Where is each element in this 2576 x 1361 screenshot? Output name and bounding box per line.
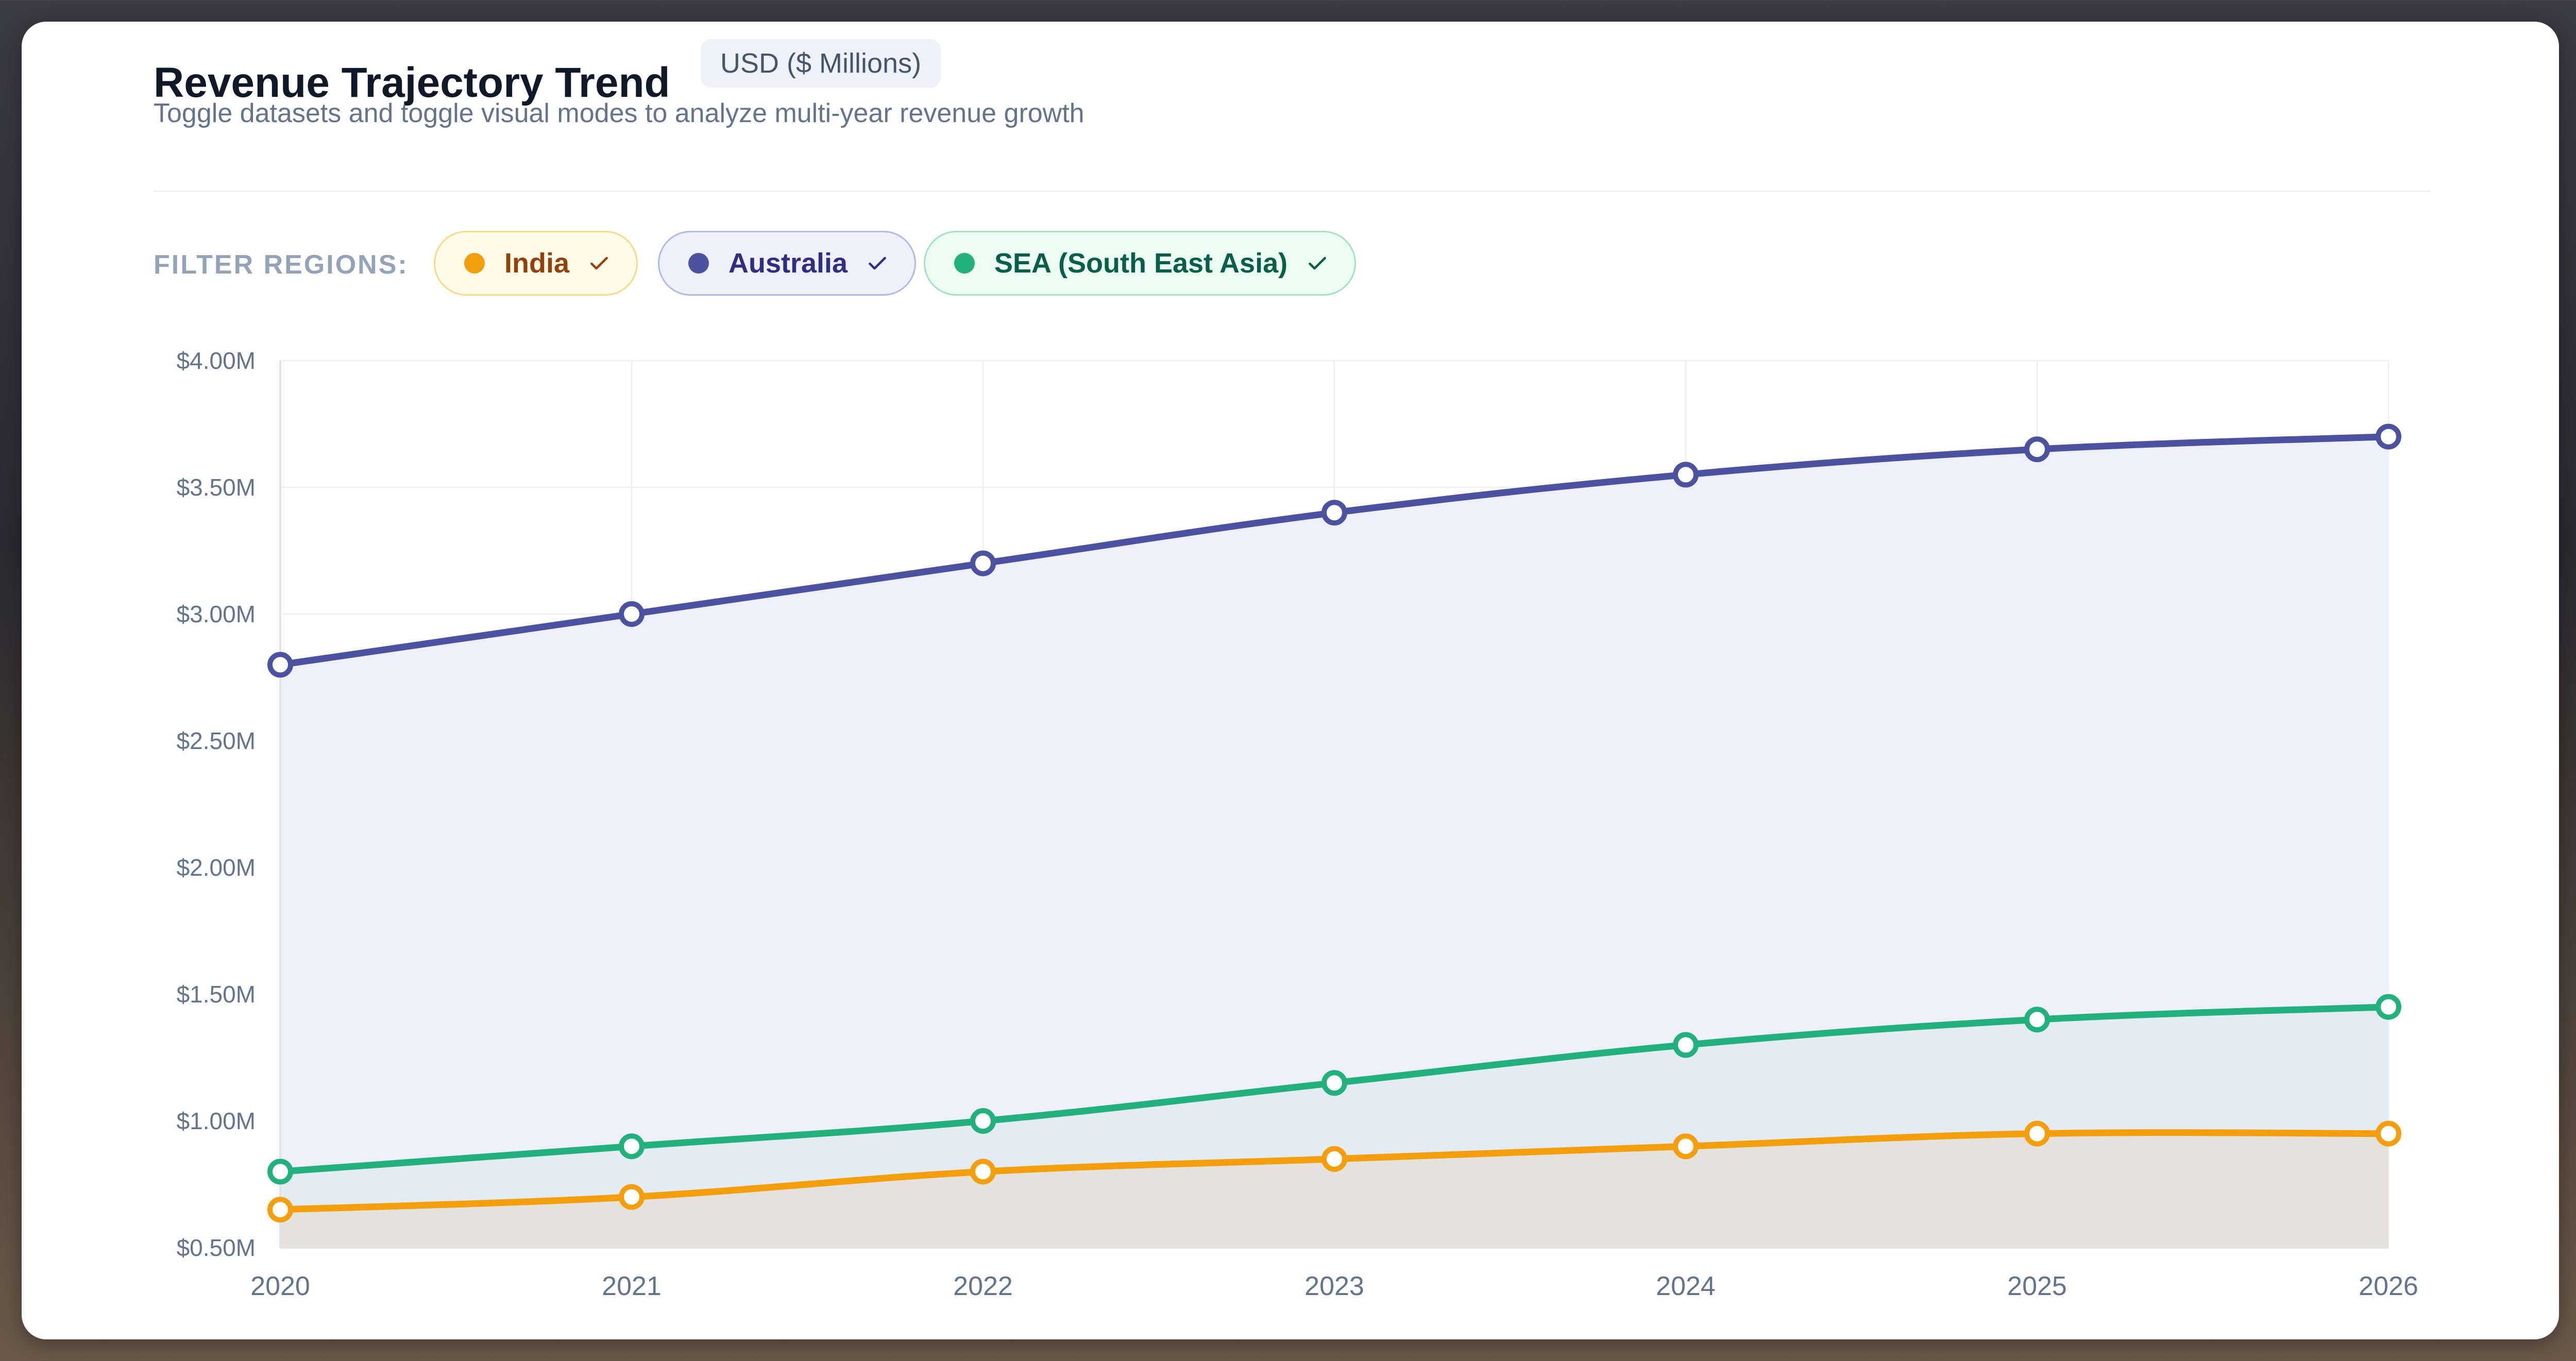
revenue-line-chart: $0.50M $1.00M $1.50M $2.00M $2.50M $3.00M $3.5… bbox=[177, 347, 2418, 1301]
point-india-2023 bbox=[1321, 1146, 1347, 1172]
x-tick-label: 2023 bbox=[1304, 1271, 1364, 1301]
page-subtitle: Toggle datasets and toggle visual modes … bbox=[154, 98, 1084, 128]
x-tick-label: 2025 bbox=[2007, 1271, 2067, 1301]
filter-chip-australia[interactable]: Australia bbox=[658, 231, 917, 296]
point-sea-2020 bbox=[267, 1159, 293, 1185]
point-sea-2021 bbox=[619, 1133, 645, 1160]
point-sea-2025 bbox=[2024, 1007, 2050, 1033]
point-india-2024 bbox=[1673, 1133, 1699, 1160]
filter-chip-india[interactable]: India bbox=[434, 231, 638, 296]
x-tick-label: 2021 bbox=[602, 1271, 662, 1301]
y-tick-label: $3.50M bbox=[177, 474, 256, 501]
australia-dot-icon bbox=[688, 253, 709, 274]
filter-chip-label: Australia bbox=[728, 248, 848, 279]
point-australia-2026 bbox=[2376, 423, 2401, 450]
point-australia-2020 bbox=[267, 652, 293, 678]
y-tick-label: $1.00M bbox=[177, 1108, 256, 1134]
point-australia-2024 bbox=[1673, 462, 1699, 488]
point-sea-2022 bbox=[970, 1108, 996, 1134]
x-tick-label: 2022 bbox=[953, 1271, 1013, 1301]
area-india bbox=[280, 1132, 2388, 1248]
x-tick-label: 2020 bbox=[250, 1271, 310, 1301]
point-sea-2024 bbox=[1673, 1032, 1699, 1058]
check-icon bbox=[869, 257, 886, 270]
point-australia-2023 bbox=[1321, 500, 1347, 526]
point-india-2020 bbox=[267, 1197, 293, 1223]
x-tick-label: 2024 bbox=[1656, 1271, 1716, 1301]
point-india-2021 bbox=[619, 1184, 645, 1210]
point-india-2022 bbox=[970, 1159, 996, 1185]
point-sea-2026 bbox=[2376, 994, 2401, 1020]
point-australia-2025 bbox=[2024, 436, 2050, 463]
point-india-2026 bbox=[2376, 1120, 2401, 1147]
check-icon bbox=[590, 257, 608, 270]
filter-chip-label: India bbox=[504, 248, 570, 279]
y-tick-label: $3.00M bbox=[177, 601, 256, 627]
chart-card: Revenue Trajectory Trend USD ($ Millions… bbox=[22, 22, 2559, 1339]
unit-badge: USD ($ Millions) bbox=[701, 39, 941, 88]
india-dot-icon bbox=[464, 253, 485, 274]
y-tick-label: $4.00M bbox=[177, 347, 256, 374]
x-tick-label: 2026 bbox=[2359, 1271, 2418, 1301]
point-india-2025 bbox=[2024, 1120, 2050, 1147]
y-tick-label: $0.50M bbox=[177, 1234, 256, 1261]
filter-chip-sea[interactable]: SEA (South East Asia) bbox=[924, 231, 1357, 296]
divider bbox=[154, 191, 2431, 192]
point-australia-2021 bbox=[619, 601, 645, 627]
check-icon bbox=[1309, 257, 1326, 270]
y-tick-label: $2.50M bbox=[177, 727, 256, 754]
y-tick-label: $1.50M bbox=[177, 981, 256, 1008]
point-sea-2023 bbox=[1321, 1070, 1347, 1096]
sea-dot-icon bbox=[954, 253, 975, 274]
y-tick-label: $2.00M bbox=[177, 854, 256, 881]
point-australia-2022 bbox=[970, 550, 996, 576]
filter-regions-label: FILTER REGIONS: bbox=[154, 250, 409, 280]
filter-chip-label: SEA (South East Asia) bbox=[994, 248, 1288, 279]
page-title: Revenue Trajectory Trend bbox=[154, 59, 670, 106]
